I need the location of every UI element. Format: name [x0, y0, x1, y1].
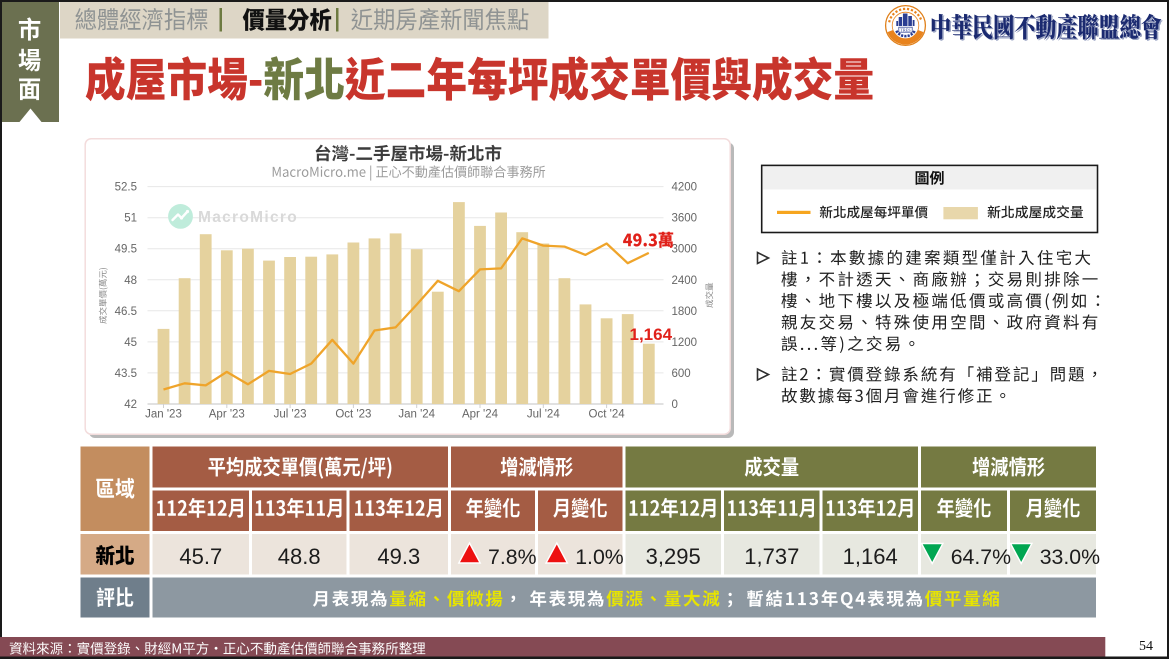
- svg-text:Apr '24: Apr '24: [462, 409, 499, 421]
- svg-text:Oct '24: Oct '24: [589, 409, 626, 421]
- svg-text:51: 51: [124, 213, 137, 225]
- svg-text:Jul '23: Jul '23: [274, 409, 307, 421]
- svg-text:1800: 1800: [672, 306, 698, 318]
- svg-text:49.5: 49.5: [115, 244, 137, 256]
- svg-text:0: 0: [672, 399, 678, 411]
- svg-text:43.5: 43.5: [115, 368, 137, 380]
- svg-text:Jul '24: Jul '24: [527, 409, 560, 421]
- svg-text:Jan '23: Jan '23: [145, 409, 182, 421]
- svg-text:3000: 3000: [672, 244, 698, 256]
- svg-text:Jan '24: Jan '24: [398, 409, 435, 421]
- svg-text:48.8: 48.8: [278, 544, 321, 569]
- svg-text:3600: 3600: [672, 213, 698, 225]
- svg-text:1,737: 1,737: [744, 544, 799, 569]
- svg-text:64.7%: 64.7%: [951, 545, 1011, 569]
- svg-text:MacroMicro: MacroMicro: [198, 209, 298, 226]
- svg-text:Apr '23: Apr '23: [209, 409, 245, 421]
- svg-text:7.8%: 7.8%: [488, 545, 537, 569]
- svg-text:45.7: 45.7: [179, 544, 222, 569]
- svg-text:1.0%: 1.0%: [575, 545, 624, 569]
- svg-text:Oct '23: Oct '23: [335, 409, 371, 421]
- svg-text:1,164: 1,164: [630, 325, 673, 344]
- svg-text:54: 54: [1139, 639, 1153, 654]
- svg-text:52.5: 52.5: [115, 182, 137, 194]
- svg-text:2400: 2400: [672, 275, 698, 287]
- svg-text:46.5: 46.5: [115, 306, 137, 318]
- svg-text:3,295: 3,295: [646, 544, 701, 569]
- svg-text:1200: 1200: [672, 337, 698, 349]
- svg-text:45: 45: [124, 337, 137, 349]
- svg-text:1,164: 1,164: [843, 544, 898, 569]
- svg-text:33.0%: 33.0%: [1040, 545, 1100, 569]
- svg-text:TRES: TRES: [900, 27, 911, 32]
- svg-text:48: 48: [124, 275, 137, 287]
- svg-text:42: 42: [124, 399, 137, 411]
- svg-text:49.3: 49.3: [377, 544, 420, 569]
- svg-text:4200: 4200: [672, 182, 698, 194]
- svg-text:600: 600: [672, 368, 691, 380]
